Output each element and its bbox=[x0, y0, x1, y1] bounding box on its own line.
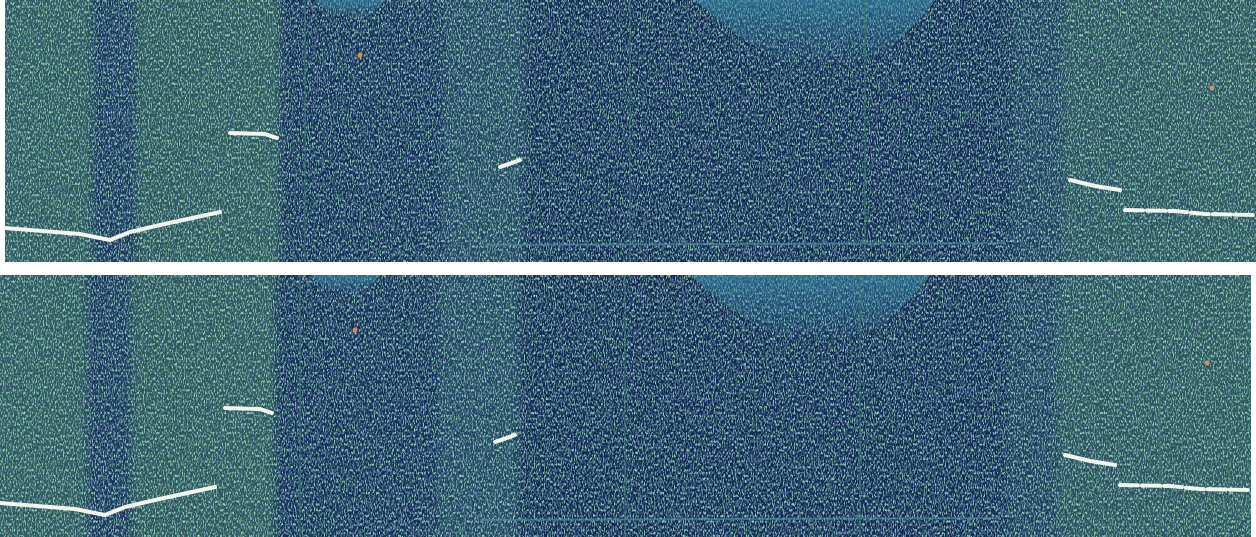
echogram-panel-bottom bbox=[0, 275, 1251, 537]
echogram-panel-top bbox=[5, 0, 1256, 262]
